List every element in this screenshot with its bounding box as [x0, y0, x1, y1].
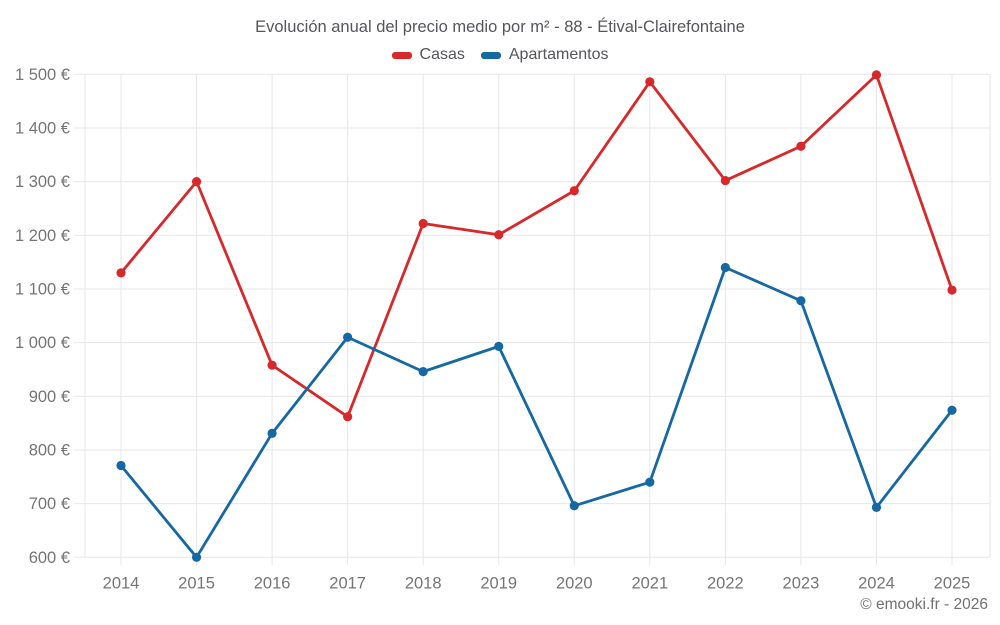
- chart-title: Evolución anual del precio medio por m² …: [255, 18, 745, 36]
- data-point-apartamentos-2025[interactable]: [947, 405, 957, 415]
- x-tick-label: 2025: [934, 574, 971, 592]
- x-tick-label: 2018: [405, 574, 442, 592]
- y-tick-label: 1 100 €: [15, 280, 70, 298]
- series-line-apartamentos: [119, 266, 954, 559]
- copyright-notice: © emooki.fr - 2026: [860, 596, 988, 613]
- data-point-apartamentos-2019[interactable]: [494, 341, 504, 351]
- x-tick-label: 2017: [329, 574, 366, 592]
- data-point-apartamentos-2017[interactable]: [343, 332, 353, 342]
- data-point-apartamentos-2016[interactable]: [267, 428, 277, 438]
- data-point-casas-2019[interactable]: [494, 230, 504, 240]
- x-tick-label: 2021: [631, 574, 668, 592]
- data-point-casas-2020[interactable]: [569, 186, 579, 196]
- data-point-apartamentos-2018[interactable]: [418, 367, 428, 377]
- data-point-casas-2024[interactable]: [871, 70, 882, 80]
- data-point-apartamentos-2024[interactable]: [871, 502, 882, 512]
- x-tick-label: 2014: [103, 574, 140, 592]
- y-tick-label: 1 000 €: [15, 334, 70, 352]
- y-tick-label: 1 400 €: [15, 119, 70, 137]
- data-point-casas-2014[interactable]: [116, 268, 126, 278]
- data-point-casas-2022[interactable]: [720, 175, 730, 186]
- chart-legend: Casas Apartamentos: [0, 46, 1000, 64]
- apartamentos-series-swatch-icon: [480, 51, 501, 59]
- legend-label-casas: Casas: [419, 46, 465, 63]
- y-tick-label: 1 500 €: [15, 66, 70, 84]
- data-point-casas-2025[interactable]: [947, 285, 957, 295]
- y-tick-label: 1 200 €: [15, 227, 70, 245]
- x-tick-label: 2016: [254, 574, 291, 592]
- data-point-apartamentos-2015[interactable]: [191, 552, 202, 562]
- y-tick-label: 800 €: [29, 441, 70, 459]
- y-tick-label: 1 300 €: [15, 173, 70, 191]
- x-tick-label: 2024: [858, 574, 895, 592]
- legend-item-apartamentos[interactable]: Apartamentos: [480, 46, 609, 64]
- data-point-casas-2017[interactable]: [343, 412, 353, 422]
- data-point-apartamentos-2021[interactable]: [645, 477, 655, 487]
- data-point-apartamentos-2020[interactable]: [569, 501, 579, 511]
- data-point-casas-2021[interactable]: [645, 77, 655, 87]
- x-tick-label: 2015: [178, 574, 215, 592]
- y-tick-label: 600 €: [29, 549, 70, 567]
- x-tick-label: 2022: [707, 574, 744, 592]
- x-tick-label: 2023: [783, 574, 820, 592]
- series-line-casas: [119, 73, 954, 419]
- data-point-casas-2016[interactable]: [267, 360, 277, 370]
- data-point-apartamentos-2022[interactable]: [720, 262, 730, 273]
- casas-series-swatch-icon: [391, 51, 412, 59]
- legend-item-casas[interactable]: Casas: [391, 46, 465, 64]
- data-point-casas-2023[interactable]: [796, 141, 806, 151]
- y-tick-label: 900 €: [29, 388, 70, 406]
- legend-label-apartamentos: Apartamentos: [508, 46, 609, 63]
- x-tick-label: 2020: [556, 574, 593, 592]
- data-point-casas-2018[interactable]: [418, 218, 428, 229]
- data-point-apartamentos-2014[interactable]: [116, 460, 126, 471]
- data-point-casas-2015[interactable]: [191, 177, 202, 187]
- data-point-apartamentos-2023[interactable]: [796, 296, 806, 306]
- y-tick-label: 700 €: [29, 495, 70, 513]
- x-tick-label: 2019: [480, 574, 517, 592]
